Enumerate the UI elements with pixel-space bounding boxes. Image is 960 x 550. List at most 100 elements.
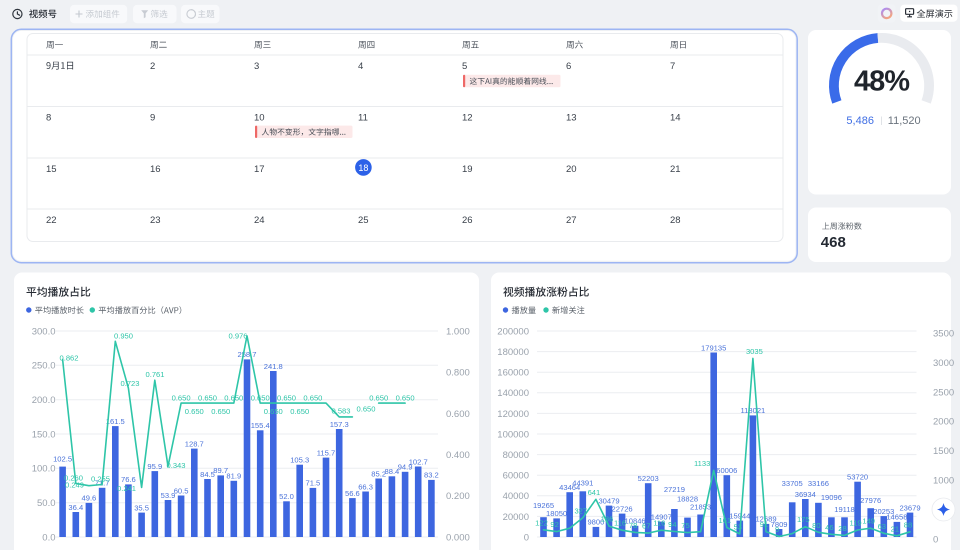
svg-text:92: 92 — [550, 520, 558, 529]
svg-text:0.600: 0.600 — [446, 409, 470, 420]
svg-text:100.0: 100.0 — [32, 464, 56, 475]
svg-text:5,486: 5,486 — [846, 115, 874, 127]
svg-text:23679: 23679 — [899, 503, 920, 512]
svg-text:0.650: 0.650 — [211, 407, 230, 416]
svg-text:0.650: 0.650 — [290, 407, 309, 416]
svg-text:40000: 40000 — [503, 491, 529, 502]
svg-text:11: 11 — [358, 113, 368, 124]
svg-text:0.723: 0.723 — [120, 379, 139, 388]
svg-text:85.2: 85.2 — [371, 469, 386, 478]
svg-text:102.7: 102.7 — [409, 457, 428, 466]
svg-text:88.4: 88.4 — [385, 467, 400, 476]
svg-text:7: 7 — [670, 61, 675, 72]
svg-text:0.343: 0.343 — [166, 461, 185, 470]
svg-text:21: 21 — [891, 524, 899, 533]
svg-text:150.0: 150.0 — [32, 429, 56, 440]
svg-text:0.976: 0.976 — [228, 332, 247, 341]
svg-text:105.3: 105.3 — [290, 456, 309, 465]
svg-text:0.650: 0.650 — [356, 405, 375, 414]
svg-text:9: 9 — [150, 113, 155, 124]
svg-text:49.6: 49.6 — [82, 494, 97, 503]
svg-text:94: 94 — [668, 520, 676, 529]
svg-text:3: 3 — [254, 61, 259, 72]
svg-text:0.800: 0.800 — [446, 368, 470, 379]
svg-text:3500: 3500 — [933, 328, 954, 339]
svg-text:300.0: 300.0 — [32, 326, 56, 337]
svg-text:0.200: 0.200 — [446, 491, 470, 502]
svg-text:175: 175 — [797, 515, 810, 524]
svg-text:250.0: 250.0 — [32, 361, 56, 372]
svg-text:20000: 20000 — [503, 512, 529, 523]
svg-text:116: 116 — [653, 519, 665, 528]
svg-text:161: 161 — [718, 516, 731, 525]
svg-text:140000: 140000 — [497, 388, 529, 399]
svg-text:11,520: 11,520 — [888, 115, 921, 127]
svg-text:0.260: 0.260 — [64, 473, 83, 482]
svg-text:10: 10 — [254, 113, 265, 124]
svg-text:88: 88 — [904, 520, 912, 529]
svg-text:21: 21 — [670, 164, 681, 175]
svg-text:12: 12 — [462, 113, 473, 124]
svg-text:0.255: 0.255 — [91, 474, 110, 483]
svg-text:0.650: 0.650 — [277, 394, 296, 403]
svg-text:22: 22 — [46, 215, 57, 226]
svg-text:14907: 14907 — [651, 512, 672, 521]
svg-text:80: 80 — [812, 521, 820, 530]
svg-text:0.950: 0.950 — [114, 332, 133, 341]
svg-text:0.249: 0.249 — [65, 480, 84, 489]
svg-text:0.583: 0.583 — [331, 406, 350, 415]
svg-text:13: 13 — [566, 113, 577, 124]
svg-text:67: 67 — [642, 522, 650, 531]
svg-text:116: 116 — [614, 519, 626, 528]
svg-text:0.650: 0.650 — [185, 407, 204, 416]
svg-text:30479: 30479 — [598, 496, 619, 505]
svg-text:8: 8 — [46, 113, 51, 124]
svg-text:19096: 19096 — [821, 493, 842, 502]
svg-text:60006: 60006 — [716, 466, 737, 475]
svg-text:12689: 12689 — [755, 515, 776, 524]
svg-text:258.7: 258.7 — [237, 350, 256, 359]
svg-text:22726: 22726 — [612, 504, 633, 513]
svg-text:83.2: 83.2 — [424, 471, 439, 480]
svg-text:9: 9 — [775, 525, 779, 534]
svg-text:16: 16 — [150, 164, 161, 175]
svg-text:0.650: 0.650 — [172, 394, 191, 403]
svg-text:4: 4 — [358, 61, 363, 72]
svg-text:84.5: 84.5 — [200, 470, 215, 479]
svg-text:0.761: 0.761 — [145, 370, 164, 379]
svg-text:89.7: 89.7 — [213, 466, 228, 475]
svg-text:27219: 27219 — [664, 485, 685, 494]
svg-text:14: 14 — [670, 113, 681, 124]
svg-text:0.241: 0.241 — [117, 484, 136, 493]
svg-text:0.650: 0.650 — [303, 394, 322, 403]
svg-text:0: 0 — [933, 534, 938, 545]
svg-text:17: 17 — [254, 164, 265, 175]
svg-text:179135: 179135 — [701, 343, 726, 352]
svg-text:91: 91 — [760, 520, 768, 529]
svg-text:27976: 27976 — [860, 496, 881, 505]
svg-text:35.5: 35.5 — [134, 503, 149, 512]
svg-text:0.650: 0.650 — [224, 394, 243, 403]
svg-text:0.650: 0.650 — [369, 394, 388, 403]
svg-text:186: 186 — [601, 515, 614, 524]
svg-text:76.6: 76.6 — [121, 475, 136, 484]
svg-text:26: 26 — [462, 215, 473, 226]
svg-text:28: 28 — [838, 524, 846, 533]
svg-text:53720: 53720 — [847, 473, 868, 482]
svg-text:75: 75 — [681, 521, 689, 530]
svg-text:5: 5 — [462, 61, 467, 72]
svg-text:119: 119 — [850, 519, 862, 528]
svg-text:46: 46 — [825, 523, 833, 532]
svg-text:155.4: 155.4 — [251, 421, 270, 430]
svg-text:78: 78 — [629, 521, 637, 530]
svg-text:56.6: 56.6 — [345, 489, 360, 498]
svg-text:0.000: 0.000 — [446, 532, 470, 543]
svg-text:0.650: 0.650 — [396, 394, 415, 403]
svg-text:1133: 1133 — [694, 459, 710, 468]
svg-text:157.3: 157.3 — [330, 420, 349, 429]
svg-text:48%: 48% — [854, 66, 910, 98]
svg-text:120000: 120000 — [497, 409, 529, 420]
svg-text:6: 6 — [566, 61, 571, 72]
svg-text:2500: 2500 — [933, 387, 954, 398]
svg-text:63: 63 — [878, 522, 886, 531]
